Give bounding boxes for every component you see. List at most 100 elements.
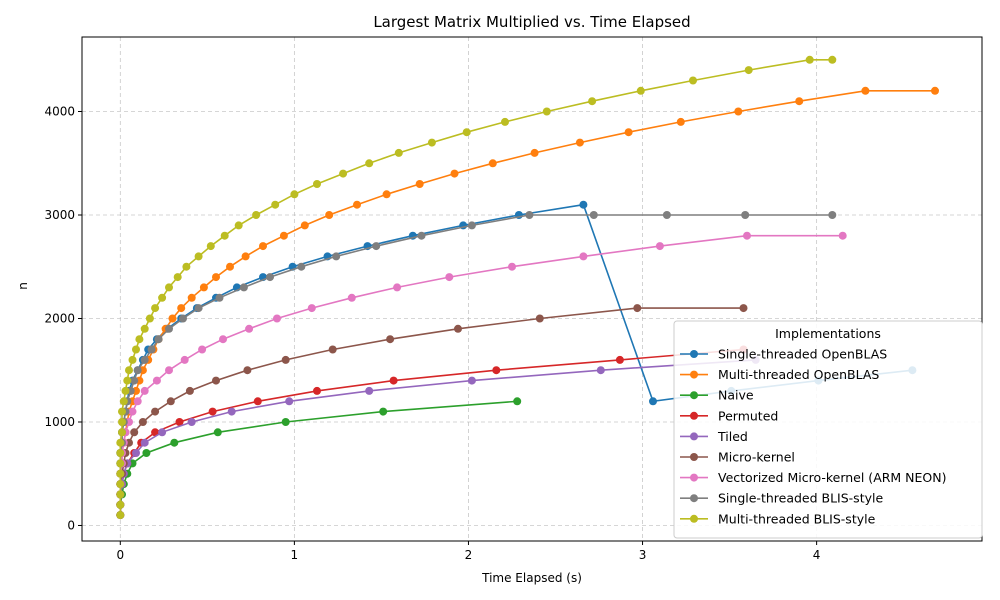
data-point xyxy=(253,397,262,406)
y-tick-label: 1000 xyxy=(44,415,75,429)
data-point xyxy=(215,293,224,302)
series-9 xyxy=(116,55,837,520)
data-point xyxy=(125,366,133,375)
y-tick-label: 0 xyxy=(67,518,75,532)
y-tick-label: 3000 xyxy=(44,208,75,222)
data-point xyxy=(116,459,125,468)
data-point xyxy=(170,438,179,447)
data-point xyxy=(140,355,149,364)
data-point xyxy=(140,386,149,395)
data-point xyxy=(861,86,870,95)
legend-marker xyxy=(690,453,698,461)
data-point xyxy=(271,200,280,209)
data-point xyxy=(467,221,476,230)
data-point xyxy=(689,76,697,85)
data-point xyxy=(206,242,215,251)
data-point xyxy=(734,107,743,116)
data-point xyxy=(151,407,160,416)
legend-marker xyxy=(690,473,698,482)
data-point xyxy=(332,252,341,261)
data-point xyxy=(492,366,501,375)
data-point xyxy=(252,211,261,219)
data-point xyxy=(347,293,356,302)
legend-box xyxy=(673,320,983,539)
data-point xyxy=(116,480,125,489)
data-point xyxy=(116,490,125,499)
data-point xyxy=(393,283,402,292)
data-point xyxy=(795,97,804,106)
data-point xyxy=(513,397,522,406)
data-point xyxy=(234,221,243,230)
data-point xyxy=(220,231,229,240)
data-point xyxy=(259,242,267,251)
data-point xyxy=(227,407,236,416)
data-point xyxy=(173,273,182,282)
legend-marker xyxy=(690,514,698,523)
data-point xyxy=(241,252,250,261)
data-point xyxy=(445,273,454,282)
data-point xyxy=(394,148,403,157)
legend-entry: Vectorized Micro-kernel (ARM NEON) xyxy=(680,470,947,485)
data-point xyxy=(185,386,194,395)
data-point xyxy=(116,511,125,520)
data-point xyxy=(118,418,126,426)
y-tick-label: 2000 xyxy=(44,311,75,325)
data-point xyxy=(266,273,274,282)
data-point xyxy=(467,376,476,385)
data-point xyxy=(542,107,551,116)
data-point xyxy=(379,407,388,416)
data-point xyxy=(208,407,217,416)
data-point xyxy=(828,211,837,219)
data-point xyxy=(152,376,161,385)
legend-label: Tiled xyxy=(717,429,748,444)
data-point xyxy=(116,469,125,478)
data-point xyxy=(307,304,316,313)
data-point xyxy=(415,180,424,188)
legend-marker xyxy=(690,391,698,400)
data-point xyxy=(245,324,254,333)
legend-marker xyxy=(690,432,698,441)
plot-area: 0 1 2 3 4 0 1000 2000 3000 4000 xyxy=(44,36,983,562)
data-point xyxy=(828,55,837,64)
data-point xyxy=(168,314,177,323)
series-3 xyxy=(116,397,522,520)
data-point xyxy=(213,428,222,437)
data-point xyxy=(212,273,220,282)
data-point xyxy=(273,314,281,323)
data-point xyxy=(199,283,208,292)
data-point xyxy=(615,355,624,364)
data-point xyxy=(138,418,147,426)
data-point xyxy=(739,304,748,313)
data-point xyxy=(154,335,163,344)
data-point xyxy=(462,128,471,137)
series-line xyxy=(119,307,744,516)
data-point xyxy=(636,86,645,95)
data-point xyxy=(116,500,125,509)
data-point xyxy=(147,345,156,354)
legend-label: Permuted xyxy=(718,408,778,423)
data-point xyxy=(454,324,462,333)
data-point xyxy=(579,200,588,209)
data-point xyxy=(662,211,671,219)
data-point xyxy=(123,376,132,385)
legend-label: Vectorized Micro-kernel (ARM NEON) xyxy=(718,470,947,485)
legend-title: Implementations xyxy=(775,326,881,341)
x-tick-label: 0 xyxy=(116,548,124,562)
legend-label: Multi-threaded BLIS-style xyxy=(718,511,876,526)
data-point xyxy=(175,418,184,426)
data-point xyxy=(365,386,374,395)
data-point xyxy=(805,55,814,64)
data-point xyxy=(239,283,248,292)
legend-entry: Single-threaded BLIS-style xyxy=(680,491,883,506)
data-point xyxy=(353,200,361,209)
data-point xyxy=(118,407,126,416)
data-point xyxy=(179,314,187,323)
data-point xyxy=(140,324,149,333)
x-tick-label: 3 xyxy=(639,548,647,562)
data-point xyxy=(450,169,459,178)
x-tick-label: 1 xyxy=(291,548,299,562)
x-tick-label: 4 xyxy=(813,548,821,562)
data-point xyxy=(130,428,139,437)
data-point xyxy=(488,159,497,168)
